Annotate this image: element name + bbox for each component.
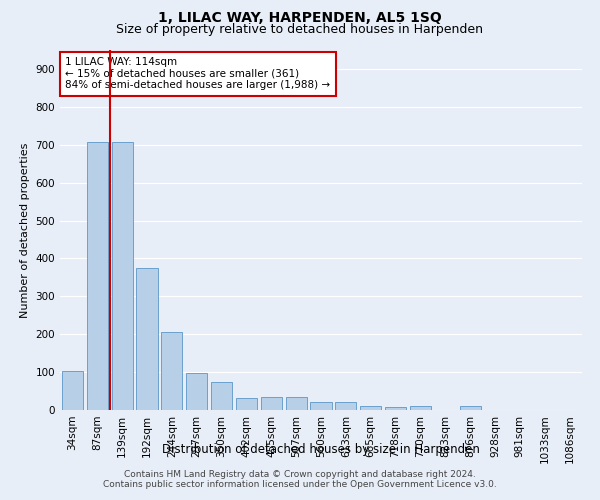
Text: 1 LILAC WAY: 114sqm
← 15% of detached houses are smaller (361)
84% of semi-detac: 1 LILAC WAY: 114sqm ← 15% of detached ho…	[65, 57, 331, 90]
Bar	[211, 382, 232, 410]
Bar	[335, 402, 356, 410]
Y-axis label: Number of detached properties: Number of detached properties	[20, 142, 30, 318]
Bar	[410, 406, 431, 410]
Bar	[136, 268, 158, 410]
Text: Distribution of detached houses by size in Harpenden: Distribution of detached houses by size …	[162, 442, 480, 456]
Text: 1, LILAC WAY, HARPENDEN, AL5 1SQ: 1, LILAC WAY, HARPENDEN, AL5 1SQ	[158, 11, 442, 25]
Bar	[261, 398, 282, 410]
Text: Contains public sector information licensed under the Open Government Licence v3: Contains public sector information licen…	[103, 480, 497, 489]
Bar	[460, 406, 481, 410]
Bar	[310, 402, 332, 410]
Bar	[62, 372, 83, 410]
Bar	[236, 398, 257, 410]
Bar	[385, 407, 406, 410]
Bar	[87, 142, 108, 410]
Bar	[360, 406, 381, 410]
Text: Contains HM Land Registry data © Crown copyright and database right 2024.: Contains HM Land Registry data © Crown c…	[124, 470, 476, 479]
Bar	[286, 398, 307, 410]
Bar	[112, 142, 133, 410]
Bar	[161, 332, 182, 410]
Text: Size of property relative to detached houses in Harpenden: Size of property relative to detached ho…	[116, 22, 484, 36]
Bar	[186, 373, 207, 410]
